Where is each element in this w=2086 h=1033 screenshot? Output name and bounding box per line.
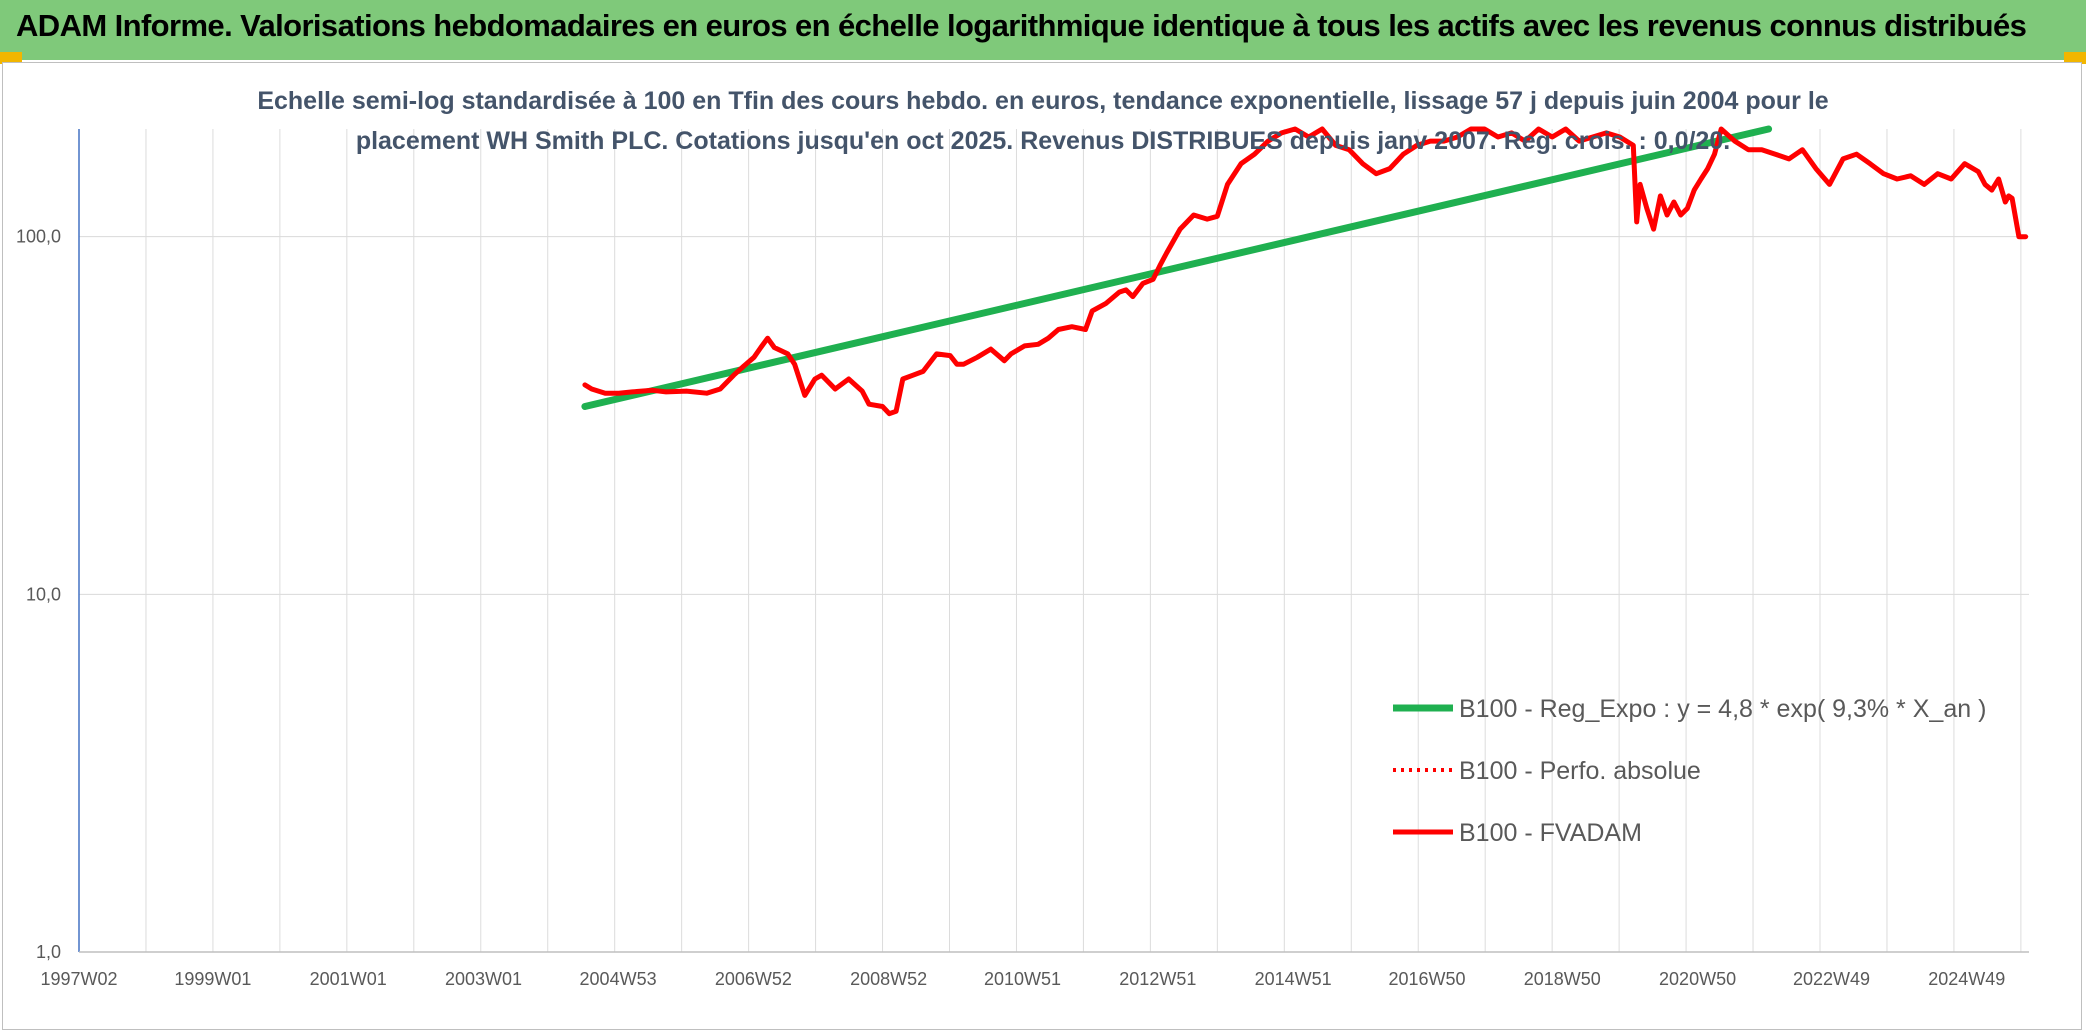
x-tick-labels: 1997W02 1999W01 2001W01 2003W01 2004W53 2006W… — [40, 969, 2005, 989]
y-tick-label: 1,0 — [36, 942, 61, 962]
chart-frame: 1,0 10,0 100,0 1997W02 1999W01 2001W01 2003W0… — [2, 62, 2082, 1030]
x-tick-label: 1999W01 — [174, 969, 251, 989]
axes — [78, 129, 2029, 953]
x-tick-label: 2001W01 — [310, 969, 387, 989]
header-banner: ADAM Informe. Valorisations hebdomadaire… — [0, 0, 2086, 60]
chart-subtitle: Echelle semi-log standardisée à 100 en T… — [257, 87, 1828, 155]
x-tick-label: 2020W50 — [1659, 969, 1736, 989]
right-corner-marker — [2064, 52, 2086, 64]
x-tick-label: 2022W49 — [1793, 969, 1870, 989]
x-tick-label: 2012W51 — [1119, 969, 1196, 989]
y-tick-label: 10,0 — [26, 584, 61, 604]
subtitle-line: Echelle semi-log standardisée à 100 en T… — [257, 87, 1828, 115]
left-corner-marker — [0, 52, 22, 64]
x-tick-label: 2014W51 — [1255, 969, 1332, 989]
x-tick-label: 2004W53 — [580, 969, 657, 989]
x-tick-label: 2018W50 — [1524, 969, 1601, 989]
grid-lines — [79, 129, 2029, 952]
legend-label-0: B100 - Reg_Expo : y = 4,8 * exp( 9,3% * … — [1459, 695, 1986, 723]
chart-canvas: 1,0 10,0 100,0 1997W02 1999W01 2001W01 2003W0… — [16, 87, 2029, 989]
x-tick-label: 2024W49 — [1928, 969, 2005, 989]
legend-label-1: B100 - Perfo. absolue — [1459, 757, 1701, 785]
x-tick-label: 2006W52 — [715, 969, 792, 989]
x-tick-label: 2016W50 — [1388, 969, 1465, 989]
x-tick-label: 2010W51 — [984, 969, 1061, 989]
y-tick-labels: 1,0 10,0 100,0 — [16, 227, 61, 962]
y-tick-label: 100,0 — [16, 227, 61, 247]
series-line-2 — [582, 126, 2029, 417]
series-group — [581, 125, 2029, 417]
x-tick-label: 2008W52 — [850, 969, 927, 989]
legend-label-2: B100 - FVADAM — [1459, 819, 1642, 847]
page-title: ADAM Informe. Valorisations hebdomadaire… — [16, 8, 2027, 43]
subtitle-line: placement WH Smith PLC. Cotations jusqu'… — [356, 127, 1730, 155]
x-tick-label: 1997W02 — [40, 969, 117, 989]
legend: B100 - Reg_Expo : y = 4,8 * exp( 9,3% * … — [1393, 695, 1986, 847]
x-tick-label: 2003W01 — [445, 969, 522, 989]
series-line-0 — [581, 125, 1773, 410]
